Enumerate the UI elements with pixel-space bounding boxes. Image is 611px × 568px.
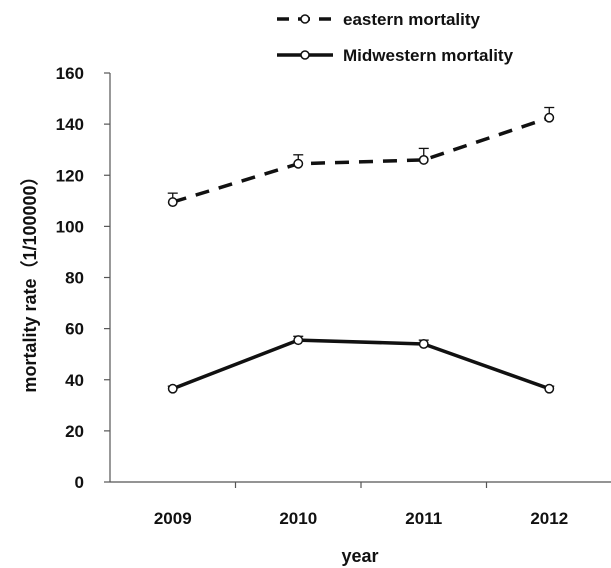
legend: eastern mortality Midwestern mortality [277,10,514,65]
y-tick-label: 100 [56,217,84,236]
y-tick-label: 160 [56,64,84,83]
series-line [172,116,550,204]
y-tick-label: 120 [56,166,84,185]
legend-item-midwestern: Midwestern mortality [277,46,514,65]
y-tick-label: 60 [65,320,84,339]
y-tick-label: 40 [65,371,84,390]
x-axis: 2009 2010 2011 2012 [110,481,611,528]
x-tick-label: 2010 [279,509,317,528]
y-axis: 0 20 40 60 80 100 120 140 160 [56,64,111,492]
y-ticks: 0 20 40 60 80 100 120 140 160 [56,64,110,492]
series-layer [167,106,555,394]
legend-label-eastern: eastern mortality [343,10,481,29]
x-axis-title: year [341,546,378,566]
data-point [418,339,429,349]
x-tick-label: 2009 [154,509,192,528]
x-tick-label: 2011 [405,509,442,528]
y-tick-label: 20 [65,422,84,441]
data-point [293,158,304,169]
data-point [418,154,429,165]
data-point [167,197,178,208]
data-point [544,383,555,394]
legend-label-midwestern: Midwestern mortality [343,46,514,65]
data-point [167,383,178,394]
y-tick-label: 80 [65,269,84,288]
x-tick-label: 2012 [530,509,568,528]
data-point [293,335,304,346]
y-tick-label: 0 [75,473,84,492]
x-ticks: 2009 2010 2011 2012 [154,482,568,528]
series-eastern [167,106,555,208]
legend-item-eastern: eastern mortality [277,10,481,29]
legend-marker-eastern [300,14,310,24]
y-axis-title: mortality rate（1/100000） [20,167,40,392]
data-point [544,112,555,123]
series-line [172,338,550,391]
y-tick-label: 140 [56,115,84,134]
series-midwestern [167,335,555,394]
legend-marker-midwestern [300,50,310,60]
